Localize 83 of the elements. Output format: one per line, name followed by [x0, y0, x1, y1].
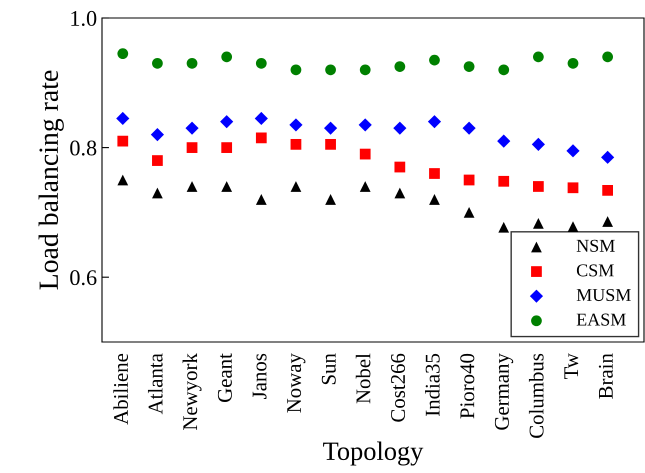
point	[428, 115, 442, 128]
legend-label: EASM	[576, 314, 626, 326]
point	[464, 174, 474, 186]
x-tick-label: Germany	[494, 353, 514, 430]
point	[186, 58, 198, 69]
point	[429, 54, 440, 66]
point	[221, 181, 232, 192]
point	[464, 61, 474, 72]
point	[358, 118, 372, 132]
point	[394, 61, 406, 72]
point	[256, 132, 267, 144]
point	[186, 181, 198, 192]
point	[116, 112, 130, 126]
point	[568, 182, 578, 194]
x-tick-label: Janos	[252, 354, 267, 399]
point	[360, 64, 371, 76]
point	[221, 142, 232, 153]
point	[325, 64, 336, 76]
point	[568, 58, 578, 69]
point	[498, 176, 510, 187]
point	[532, 181, 544, 192]
point	[462, 122, 476, 135]
point	[324, 122, 338, 135]
x-tick-label: Tw	[564, 353, 578, 380]
x-tick-label: Brain	[598, 353, 613, 399]
point	[325, 194, 336, 205]
point	[152, 155, 163, 166]
point	[152, 188, 163, 198]
legend-label: NSM	[576, 240, 615, 252]
point	[566, 144, 580, 158]
x-tick-label: Geant	[218, 353, 232, 402]
y-tick-label: 0.8	[70, 140, 96, 156]
point	[290, 64, 302, 76]
y-tick-label: 1.0	[71, 10, 96, 26]
point	[221, 52, 232, 62]
point	[532, 52, 544, 62]
point	[602, 184, 614, 196]
x-tick-label: Sun	[322, 353, 336, 384]
x-tick-label: Cost266	[391, 354, 406, 422]
point	[186, 142, 198, 153]
y-axis-title: Load balancing rate	[38, 70, 64, 290]
point	[394, 162, 406, 172]
point	[254, 112, 268, 126]
point	[532, 138, 545, 151]
legend-label: MUSM	[576, 288, 631, 302]
point	[289, 118, 303, 132]
point	[360, 181, 371, 192]
point	[117, 136, 128, 146]
point	[290, 138, 302, 150]
x-tick-label: Noway	[287, 353, 306, 413]
x-tick-label: India35	[425, 354, 440, 416]
x-tick-label: Columbus	[528, 354, 544, 438]
point	[498, 222, 510, 233]
point	[256, 194, 267, 205]
point	[429, 168, 440, 179]
point	[185, 122, 199, 135]
point	[150, 128, 164, 142]
point	[360, 148, 371, 160]
x-tick-label: Atlanta	[148, 353, 163, 414]
x-tick-label: Pioro40	[460, 354, 474, 418]
x-tick-label: Nobel	[356, 354, 370, 404]
point	[220, 115, 234, 128]
point	[325, 138, 336, 150]
point	[117, 48, 128, 60]
point	[464, 207, 474, 218]
point	[256, 58, 267, 69]
point	[152, 58, 163, 69]
legend-label: CSM	[576, 264, 614, 276]
point	[602, 216, 614, 227]
point	[498, 64, 510, 76]
x-axis-title: Topology	[323, 442, 424, 466]
point	[117, 174, 128, 186]
point	[497, 134, 510, 148]
point	[532, 218, 544, 229]
x-tick-label: Abiliene	[113, 354, 128, 425]
point	[290, 181, 302, 192]
y-tick-label: 0.6	[70, 270, 96, 286]
point	[602, 52, 614, 62]
point	[393, 122, 406, 135]
x-tick-label: Newyork	[182, 353, 202, 430]
point	[429, 194, 440, 205]
point	[601, 150, 614, 164]
point	[394, 188, 406, 198]
